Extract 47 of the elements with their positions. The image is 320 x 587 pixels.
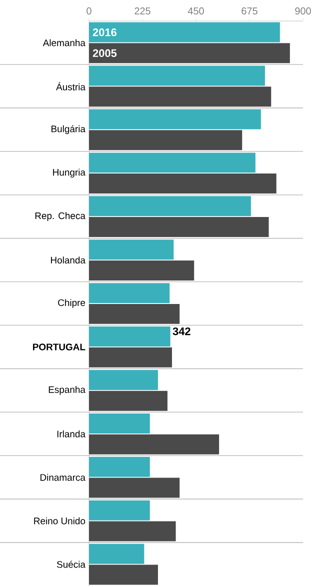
bar [89,260,194,280]
bar [89,326,170,347]
bar [89,413,150,434]
series-label: 2005 [92,49,117,58]
x-tick-label: 450 [188,7,204,14]
y-tick-label: Bulgária [52,125,86,134]
bar [89,564,158,585]
bar [89,22,280,42]
x-tick-label: 900 [295,7,311,14]
bar [89,130,242,150]
bar [89,347,172,368]
bar [89,152,256,173]
bar [89,217,269,238]
bar [89,434,220,454]
bar [89,66,265,86]
y-tick-label: Áustria [56,82,86,90]
bar [89,196,251,216]
y-tick-label: Holanda [51,256,86,264]
bar [89,390,168,411]
y-tick-label: Irlanda [57,430,86,438]
x-tick-label: 225 [134,7,150,14]
x-tick-label: 0 [86,7,92,14]
bar [89,86,272,107]
bar [89,544,144,564]
y-tick-label: Alemanha [42,39,86,46]
bar [89,304,180,324]
bar [89,456,150,477]
y-tick-label: Rep. Checa [35,212,86,221]
x-tick-label: 675 [242,7,258,14]
y-tick-label: Espanha [48,386,86,395]
series-label: 2016 [92,28,117,36]
bar [89,174,276,194]
bar [89,500,150,520]
bar [89,370,158,390]
bar [89,521,176,542]
y-tick-label: Suécia [56,560,86,568]
y-tick-label: PORTUGAL [33,344,86,350]
data-label: 342 [172,327,190,336]
bar [89,43,290,64]
bar [89,240,174,260]
y-tick-label: Chipre [58,299,86,308]
y-tick-label: Dinamarca [40,474,86,481]
y-tick-label: Hungria [53,168,86,178]
bar [89,283,170,304]
bar [89,109,261,130]
y-tick-label: Reino Unido [34,517,86,524]
bar [89,478,180,498]
